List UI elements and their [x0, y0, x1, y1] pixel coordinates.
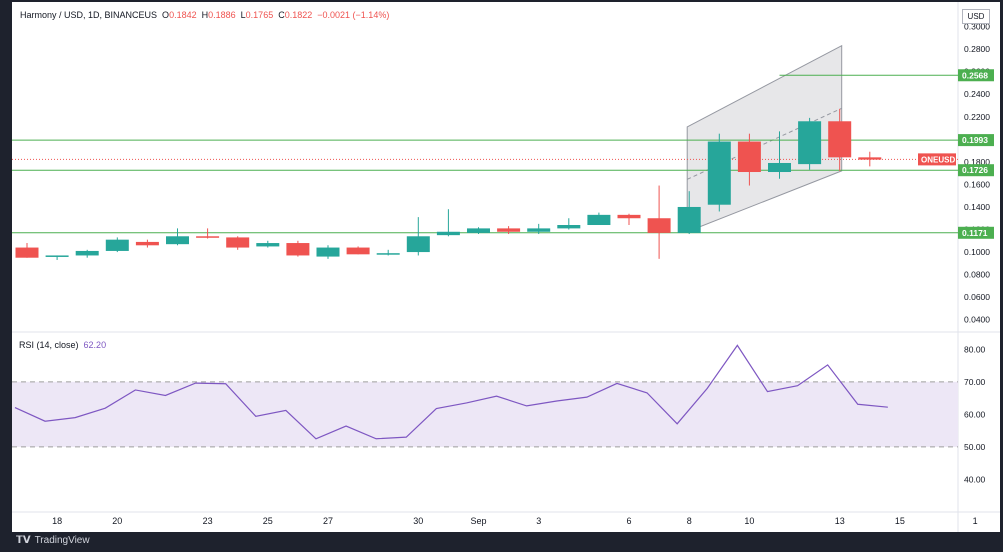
candle-body	[648, 218, 671, 233]
tradingview-logo-icon: 𝗧𝗩	[16, 535, 31, 546]
candle-body	[618, 215, 641, 218]
change-value: −0.0021 (−1.14%)	[317, 10, 389, 20]
candle-body	[347, 248, 370, 255]
price-tick-label: 0.2400	[964, 89, 990, 99]
high-value: 0.1886	[208, 10, 236, 20]
time-tick-label: 15	[895, 516, 905, 526]
symbol-title: Harmony / USD, 1D, BINANCEUS	[20, 10, 157, 20]
time-tick-label: Sep	[470, 516, 486, 526]
time-tick-label: 20	[112, 516, 122, 526]
candle-body	[166, 236, 189, 244]
candle-body	[377, 253, 400, 255]
candle-body	[136, 242, 159, 245]
candle-body	[256, 243, 279, 246]
price-tick-label: 0.1400	[964, 202, 990, 212]
open-value: 0.1842	[169, 10, 197, 20]
brand-label: TradingView	[35, 535, 90, 546]
rsi-tick-label: 40.00	[964, 474, 986, 484]
level-label: 0.2568	[962, 70, 988, 80]
price-tick-label: 0.2200	[964, 112, 990, 122]
close-value: 0.1822	[285, 10, 313, 20]
open-label: O	[162, 10, 169, 20]
rsi-header: RSI (14, close) 62.20	[19, 340, 106, 350]
candle-body	[768, 163, 791, 172]
time-tick-label: 18	[52, 516, 62, 526]
rsi-band	[12, 382, 958, 447]
time-tick-label: 6	[626, 516, 631, 526]
candle-body	[106, 240, 129, 251]
rsi-tick-label: 70.00	[964, 377, 986, 387]
candle-body	[587, 215, 610, 225]
time-tick-label: 30	[413, 516, 423, 526]
price-tick-label: 0.1000	[964, 247, 990, 257]
time-tick-label: 25	[263, 516, 273, 526]
rsi-tick-label: 50.00	[964, 442, 986, 452]
time-tick-label: 10	[744, 516, 754, 526]
candle-body	[678, 207, 701, 233]
candle-body	[286, 243, 309, 255]
tradingview-logo[interactable]: 𝗧𝗩 TradingView	[16, 535, 90, 546]
symbol-label: ONEUSD	[921, 155, 955, 164]
candle-body	[226, 237, 249, 247]
time-tick-label: 8	[687, 516, 692, 526]
rsi-value: 62.20	[84, 340, 107, 350]
candle-body	[317, 248, 340, 257]
currency-button[interactable]: USD	[962, 9, 990, 24]
rsi-label: RSI (14, close)	[19, 340, 79, 350]
candle-body	[557, 225, 580, 228]
candle-body	[76, 251, 99, 256]
time-tick-label: 27	[323, 516, 333, 526]
candle-body	[708, 142, 731, 205]
level-label: 0.1993	[962, 135, 988, 145]
low-value: 0.1765	[246, 10, 274, 20]
candle-body	[467, 228, 490, 233]
candle-body	[527, 228, 550, 231]
level-label: 0.1171	[962, 228, 988, 238]
price-tick-label: 0.0600	[964, 292, 990, 302]
time-tick-label: 23	[203, 516, 213, 526]
time-tick-label: 13	[835, 516, 845, 526]
time-tick-label: 1	[973, 516, 978, 526]
candle-body	[437, 232, 460, 235]
candle-body	[407, 236, 430, 252]
candle-body	[828, 121, 851, 157]
time-tick-label: 3	[536, 516, 541, 526]
rsi-tick-label: 60.00	[964, 409, 986, 419]
level-label: 0.1726	[962, 165, 988, 175]
candle-body	[738, 142, 761, 172]
price-tick-label: 0.0800	[964, 270, 990, 280]
candle-body	[196, 236, 219, 238]
candle-body	[497, 228, 520, 231]
candle-body	[858, 157, 881, 159]
candle-body	[16, 248, 39, 258]
rsi-tick-label: 80.00	[964, 344, 986, 354]
price-tick-label: 0.1600	[964, 179, 990, 189]
symbol-header: Harmony / USD, 1D, BINANCEUS O0.1842 H0.…	[20, 10, 389, 20]
chart-background	[12, 2, 1000, 532]
candle-body	[46, 255, 69, 257]
price-tick-label: 0.2800	[964, 44, 990, 54]
candle-body	[798, 121, 821, 164]
price-tick-label: 0.0400	[964, 315, 990, 325]
